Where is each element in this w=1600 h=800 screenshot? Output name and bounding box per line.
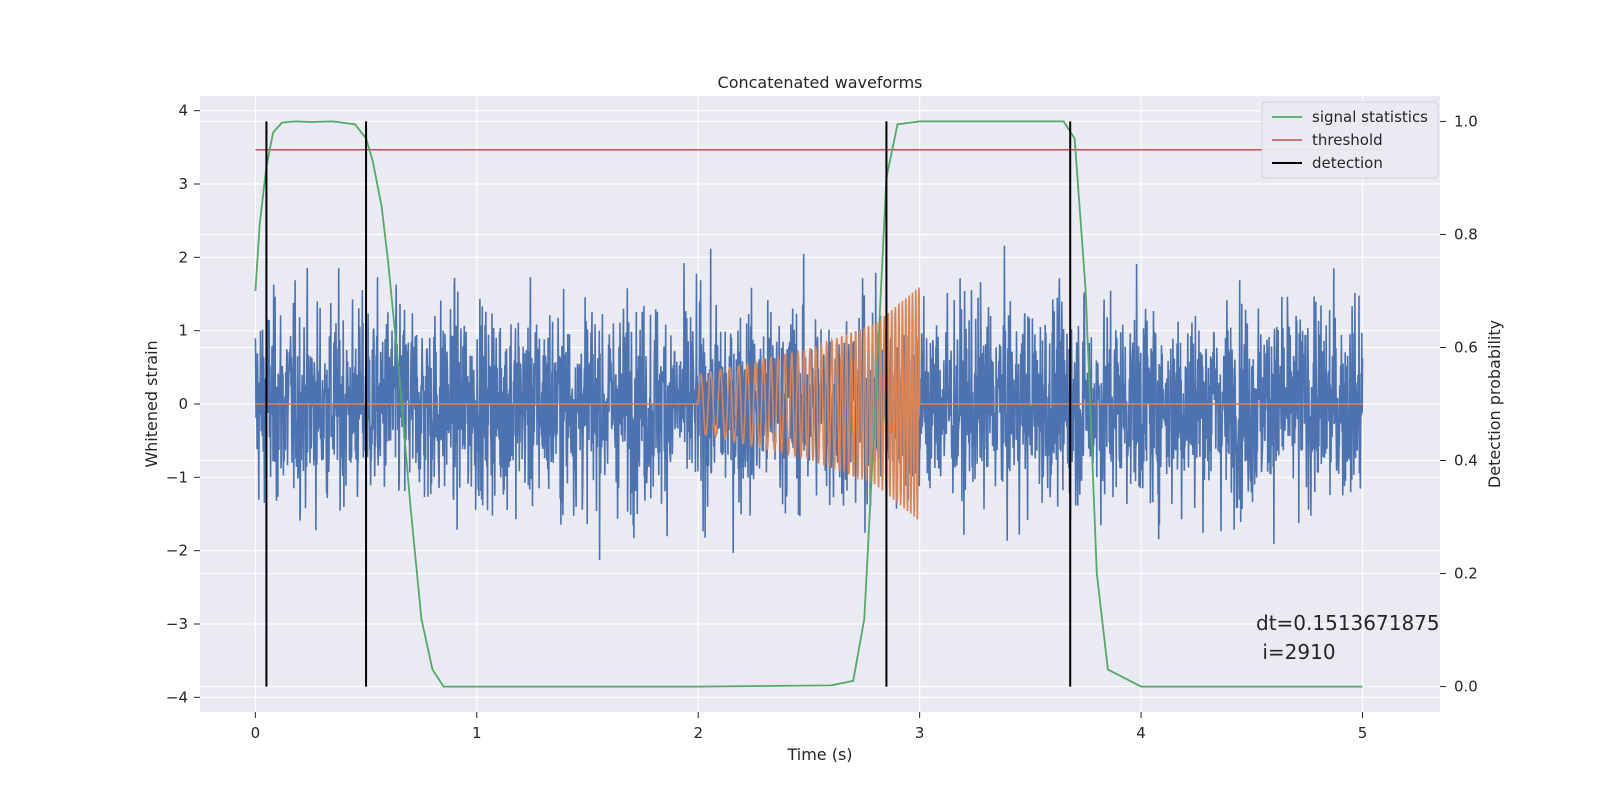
y-tick-label: 3 bbox=[178, 175, 188, 193]
y-axis-label: Whitened strain bbox=[142, 340, 161, 467]
x-tick-label: 3 bbox=[915, 724, 925, 742]
y-tick-label: −2 bbox=[166, 542, 188, 560]
legend-box bbox=[1261, 101, 1439, 179]
y-tick-label: 1 bbox=[178, 322, 188, 340]
chirp-series-line bbox=[255, 287, 1363, 520]
y-right-tick-label: 0.8 bbox=[1454, 225, 1478, 243]
signal-statistics-series-line bbox=[254, 120, 1363, 688]
annotation-i: i=2910 bbox=[1256, 640, 1336, 664]
y-axis-right-label: Detection probability bbox=[1485, 320, 1504, 488]
y-right-tick-label: 0.2 bbox=[1454, 565, 1478, 583]
y-right-tick-label: 1.0 bbox=[1454, 112, 1478, 130]
data-layer bbox=[254, 120, 1385, 688]
legend-label-signal-statistics: signal statistics bbox=[1312, 108, 1428, 126]
x-tick-label: 1 bbox=[472, 724, 482, 742]
x-tick-label: 2 bbox=[693, 724, 703, 742]
legend-label-detection: detection bbox=[1312, 154, 1383, 172]
legend: signal statistics threshold detection bbox=[1261, 101, 1439, 179]
annotation-dt: dt=0.1513671875 bbox=[1256, 611, 1440, 635]
y-tick-label: −1 bbox=[166, 468, 188, 486]
y-right-tick-label: 0.4 bbox=[1454, 452, 1478, 470]
x-tick-label: 5 bbox=[1358, 724, 1368, 742]
x-tick-label: 0 bbox=[251, 724, 261, 742]
chart-title: Concatenated waveforms bbox=[718, 73, 923, 92]
x-tick-label: 4 bbox=[1136, 724, 1146, 742]
y-tick-label: −4 bbox=[166, 688, 188, 706]
x-axis-label: Time (s) bbox=[786, 745, 852, 764]
y-tick-label: 2 bbox=[178, 248, 188, 266]
axes: 0 1 2 3 4 5 −4 −3 −2 −1 0 1 2 3 4 0.0 0.2 0.4 0.6 0.8 1.0 bbox=[166, 102, 1478, 742]
y-right-tick-label: 0.6 bbox=[1454, 338, 1478, 356]
y-tick-label: 4 bbox=[178, 102, 188, 120]
legend-label-threshold: threshold bbox=[1312, 131, 1383, 149]
y-tick-label: −3 bbox=[166, 615, 188, 633]
y-right-tick-label: 0.0 bbox=[1454, 678, 1478, 696]
y-tick-label: 0 bbox=[178, 395, 188, 413]
detection-series bbox=[265, 121, 1072, 687]
